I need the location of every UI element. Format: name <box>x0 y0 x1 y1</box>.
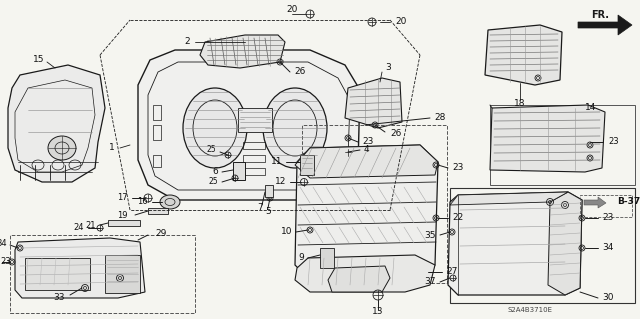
Text: 20: 20 <box>395 18 406 26</box>
Polygon shape <box>490 105 605 172</box>
Text: 12: 12 <box>275 177 286 187</box>
Text: 20: 20 <box>286 5 298 14</box>
Text: 25: 25 <box>209 177 218 187</box>
Text: 15: 15 <box>33 56 44 64</box>
Polygon shape <box>345 78 402 128</box>
Bar <box>153 155 161 167</box>
Text: 23: 23 <box>362 137 373 146</box>
Ellipse shape <box>263 88 327 168</box>
Text: 5: 5 <box>265 207 271 217</box>
Text: 33: 33 <box>54 293 65 301</box>
Bar <box>148 208 168 214</box>
Text: 2: 2 <box>184 38 190 47</box>
Text: 17: 17 <box>117 194 128 203</box>
Text: FR.: FR. <box>591 10 609 20</box>
Bar <box>450 188 635 303</box>
Ellipse shape <box>48 136 76 160</box>
Bar <box>153 125 161 140</box>
Bar <box>243 155 265 162</box>
Bar <box>243 168 265 175</box>
Polygon shape <box>584 197 606 208</box>
Ellipse shape <box>183 88 247 168</box>
Polygon shape <box>450 192 568 205</box>
Bar <box>243 142 265 149</box>
Text: S2A4B3710E: S2A4B3710E <box>508 307 552 313</box>
Text: 9: 9 <box>298 254 304 263</box>
Text: 13: 13 <box>372 308 384 316</box>
Polygon shape <box>138 50 360 200</box>
Bar <box>300 155 314 175</box>
Text: 37: 37 <box>424 278 436 286</box>
Text: 27: 27 <box>446 268 458 277</box>
Text: 6: 6 <box>212 167 218 176</box>
Bar <box>233 162 245 180</box>
Bar <box>153 105 161 120</box>
Text: 23: 23 <box>608 137 619 146</box>
Text: 26: 26 <box>294 68 305 77</box>
Text: 34: 34 <box>0 239 7 248</box>
Text: 4: 4 <box>364 145 370 154</box>
Ellipse shape <box>160 195 180 209</box>
Polygon shape <box>8 65 105 182</box>
Polygon shape <box>328 266 390 292</box>
Text: 1: 1 <box>109 144 115 152</box>
Bar <box>265 185 273 197</box>
Text: 21: 21 <box>86 220 96 229</box>
Polygon shape <box>578 15 632 35</box>
Text: 26: 26 <box>390 129 401 137</box>
Text: 14: 14 <box>585 103 596 113</box>
Bar <box>490 105 635 185</box>
Text: 30: 30 <box>602 293 614 302</box>
Polygon shape <box>295 255 435 292</box>
Text: 19: 19 <box>118 211 128 219</box>
Text: 28: 28 <box>434 114 445 122</box>
Text: 29: 29 <box>155 228 166 238</box>
Polygon shape <box>15 238 145 298</box>
Text: 23: 23 <box>0 257 11 266</box>
Polygon shape <box>448 192 582 295</box>
Text: 25: 25 <box>206 145 216 154</box>
Text: 3: 3 <box>385 63 391 72</box>
Polygon shape <box>485 25 562 85</box>
Text: 23: 23 <box>452 164 463 173</box>
Text: 7: 7 <box>257 204 263 212</box>
Text: 23: 23 <box>602 213 613 222</box>
Bar <box>105 255 140 293</box>
Text: 16: 16 <box>138 197 148 206</box>
Polygon shape <box>295 145 438 178</box>
Text: 18: 18 <box>515 100 525 108</box>
Bar <box>108 220 140 226</box>
Text: 22: 22 <box>452 213 463 222</box>
Polygon shape <box>548 192 582 295</box>
Bar <box>320 248 334 268</box>
Text: 34: 34 <box>602 243 613 253</box>
Polygon shape <box>295 145 438 278</box>
Bar <box>580 195 632 217</box>
Bar <box>238 108 272 132</box>
Text: 35: 35 <box>424 231 436 240</box>
Bar <box>10 235 195 313</box>
Bar <box>302 125 447 283</box>
Bar <box>25 258 90 290</box>
Text: B-37: B-37 <box>617 197 640 206</box>
Text: 11: 11 <box>271 158 282 167</box>
Polygon shape <box>200 35 285 68</box>
Text: 10: 10 <box>280 227 292 236</box>
Text: 24: 24 <box>74 224 84 233</box>
